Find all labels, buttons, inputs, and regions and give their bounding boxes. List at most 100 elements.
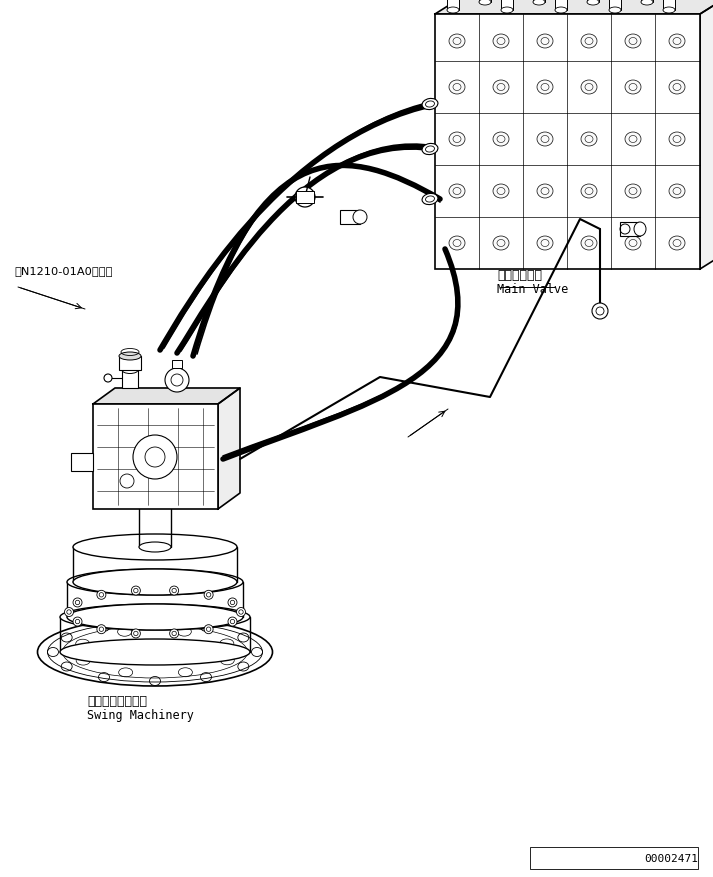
Ellipse shape bbox=[581, 35, 597, 49]
Ellipse shape bbox=[60, 604, 250, 631]
Circle shape bbox=[131, 629, 140, 638]
Ellipse shape bbox=[537, 132, 553, 146]
Circle shape bbox=[228, 598, 237, 607]
Bar bbox=[501, 0, 513, 11]
Ellipse shape bbox=[625, 185, 641, 199]
Ellipse shape bbox=[634, 223, 646, 237]
Ellipse shape bbox=[625, 35, 641, 49]
Ellipse shape bbox=[493, 132, 509, 146]
Ellipse shape bbox=[669, 237, 685, 251]
Bar bbox=[530, 847, 698, 869]
Circle shape bbox=[64, 608, 73, 617]
Ellipse shape bbox=[449, 81, 465, 95]
Polygon shape bbox=[218, 389, 240, 510]
Ellipse shape bbox=[73, 569, 237, 595]
Circle shape bbox=[295, 188, 315, 208]
Bar bbox=[296, 192, 314, 203]
Bar bbox=[609, 0, 621, 11]
Ellipse shape bbox=[533, 0, 545, 6]
Ellipse shape bbox=[555, 8, 567, 14]
Bar bbox=[172, 360, 182, 368]
Circle shape bbox=[73, 617, 82, 626]
Ellipse shape bbox=[422, 144, 438, 155]
Bar bbox=[555, 0, 567, 11]
Ellipse shape bbox=[67, 604, 243, 631]
Ellipse shape bbox=[493, 35, 509, 49]
Ellipse shape bbox=[139, 497, 171, 508]
Text: 第N1210-01A0図参照: 第N1210-01A0図参照 bbox=[14, 266, 113, 275]
Ellipse shape bbox=[641, 0, 653, 6]
Bar bbox=[533, 0, 545, 3]
Ellipse shape bbox=[60, 639, 250, 666]
Text: Swing Machinery: Swing Machinery bbox=[87, 709, 194, 721]
Bar bbox=[641, 0, 653, 3]
Ellipse shape bbox=[501, 8, 513, 14]
Circle shape bbox=[228, 617, 237, 626]
Ellipse shape bbox=[581, 81, 597, 95]
Text: 00002471: 00002471 bbox=[644, 853, 698, 863]
Ellipse shape bbox=[422, 194, 438, 205]
Bar bbox=[435, 15, 700, 270]
Circle shape bbox=[104, 374, 112, 382]
Circle shape bbox=[592, 303, 608, 319]
Circle shape bbox=[204, 625, 213, 634]
Ellipse shape bbox=[139, 542, 171, 553]
Bar bbox=[340, 210, 360, 225]
Ellipse shape bbox=[493, 185, 509, 199]
Ellipse shape bbox=[38, 618, 272, 686]
Text: メインバルブ: メインバルブ bbox=[497, 268, 542, 282]
Text: スイングマシナリ: スイングマシナリ bbox=[87, 695, 147, 707]
Ellipse shape bbox=[581, 237, 597, 251]
Ellipse shape bbox=[625, 132, 641, 146]
Circle shape bbox=[170, 629, 179, 638]
Bar bbox=[587, 0, 599, 3]
Ellipse shape bbox=[537, 35, 553, 49]
Ellipse shape bbox=[122, 367, 138, 374]
Circle shape bbox=[97, 590, 106, 600]
Ellipse shape bbox=[581, 132, 597, 146]
Circle shape bbox=[97, 625, 106, 634]
Circle shape bbox=[353, 210, 367, 225]
Ellipse shape bbox=[479, 0, 491, 6]
Ellipse shape bbox=[493, 237, 509, 251]
Ellipse shape bbox=[669, 185, 685, 199]
Polygon shape bbox=[435, 0, 713, 15]
Ellipse shape bbox=[587, 0, 599, 6]
Ellipse shape bbox=[449, 35, 465, 49]
Bar bbox=[122, 371, 138, 389]
Ellipse shape bbox=[447, 8, 459, 14]
Ellipse shape bbox=[537, 237, 553, 251]
Circle shape bbox=[131, 587, 140, 595]
Ellipse shape bbox=[449, 132, 465, 146]
Ellipse shape bbox=[449, 185, 465, 199]
Ellipse shape bbox=[609, 8, 621, 14]
Polygon shape bbox=[93, 389, 240, 404]
Circle shape bbox=[237, 608, 245, 617]
Ellipse shape bbox=[493, 81, 509, 95]
Bar bbox=[479, 0, 491, 3]
Ellipse shape bbox=[625, 81, 641, 95]
Ellipse shape bbox=[449, 237, 465, 251]
Ellipse shape bbox=[119, 353, 141, 360]
Bar bbox=[663, 0, 675, 11]
Bar bbox=[93, 404, 218, 510]
Circle shape bbox=[204, 590, 213, 600]
Ellipse shape bbox=[422, 99, 438, 111]
Circle shape bbox=[170, 587, 179, 595]
Ellipse shape bbox=[663, 8, 675, 14]
Bar bbox=[71, 453, 93, 472]
Ellipse shape bbox=[625, 237, 641, 251]
Circle shape bbox=[165, 368, 189, 393]
Bar bbox=[119, 357, 141, 371]
Ellipse shape bbox=[669, 132, 685, 146]
Circle shape bbox=[133, 436, 177, 480]
Ellipse shape bbox=[73, 534, 237, 560]
Ellipse shape bbox=[669, 35, 685, 49]
Ellipse shape bbox=[581, 185, 597, 199]
Ellipse shape bbox=[669, 81, 685, 95]
Ellipse shape bbox=[537, 185, 553, 199]
Text: Main Valve: Main Valve bbox=[497, 282, 568, 296]
Circle shape bbox=[73, 598, 82, 607]
Bar bbox=[447, 0, 459, 11]
Ellipse shape bbox=[67, 569, 243, 595]
